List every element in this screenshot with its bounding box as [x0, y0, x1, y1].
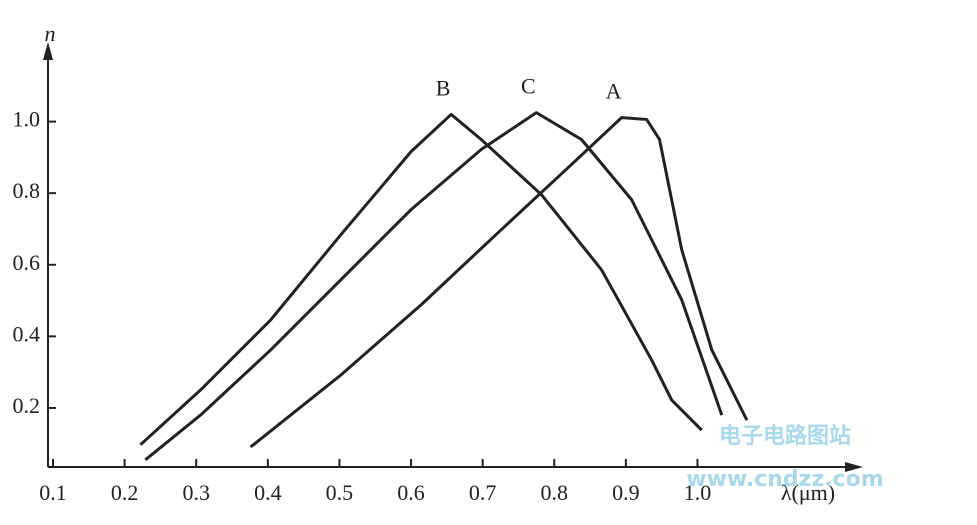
x-tick-label: 0.1	[39, 480, 67, 505]
series-label: B	[436, 75, 451, 100]
line-series	[139, 112, 703, 446]
x-tick-label: 0.2	[111, 480, 139, 505]
y-axis-label: n	[45, 21, 56, 46]
x-tick-label: 0.9	[612, 480, 640, 505]
line-series	[249, 116, 749, 449]
y-tick-label: 0.8	[13, 178, 41, 203]
line-series	[144, 111, 724, 462]
x-axis-arrow	[845, 462, 863, 472]
watermark-title: 电子电路图站	[719, 423, 851, 449]
y-tick-label: 0.6	[13, 250, 41, 275]
x-tick-label: 0.3	[182, 480, 210, 505]
x-tick-label: 0.8	[541, 480, 569, 505]
x-tick-label: 0.7	[469, 480, 497, 505]
y-axis-arrow	[43, 42, 53, 60]
x-tick-label: 1.0	[684, 480, 712, 505]
series-label: A	[606, 79, 622, 104]
series-label: C	[521, 74, 536, 99]
y-tick-label: 0.4	[13, 321, 41, 346]
x-tick-label: 0.4	[254, 480, 282, 505]
x-axis-label: λ(μm)	[781, 480, 835, 505]
y-tick-label: 0.2	[13, 393, 41, 418]
y-tick-label: 1.0	[13, 107, 41, 132]
x-tick-label: 0.6	[397, 480, 425, 505]
x-tick-label: 0.5	[326, 480, 354, 505]
watermark-url: www.cndzz.com	[686, 467, 883, 492]
